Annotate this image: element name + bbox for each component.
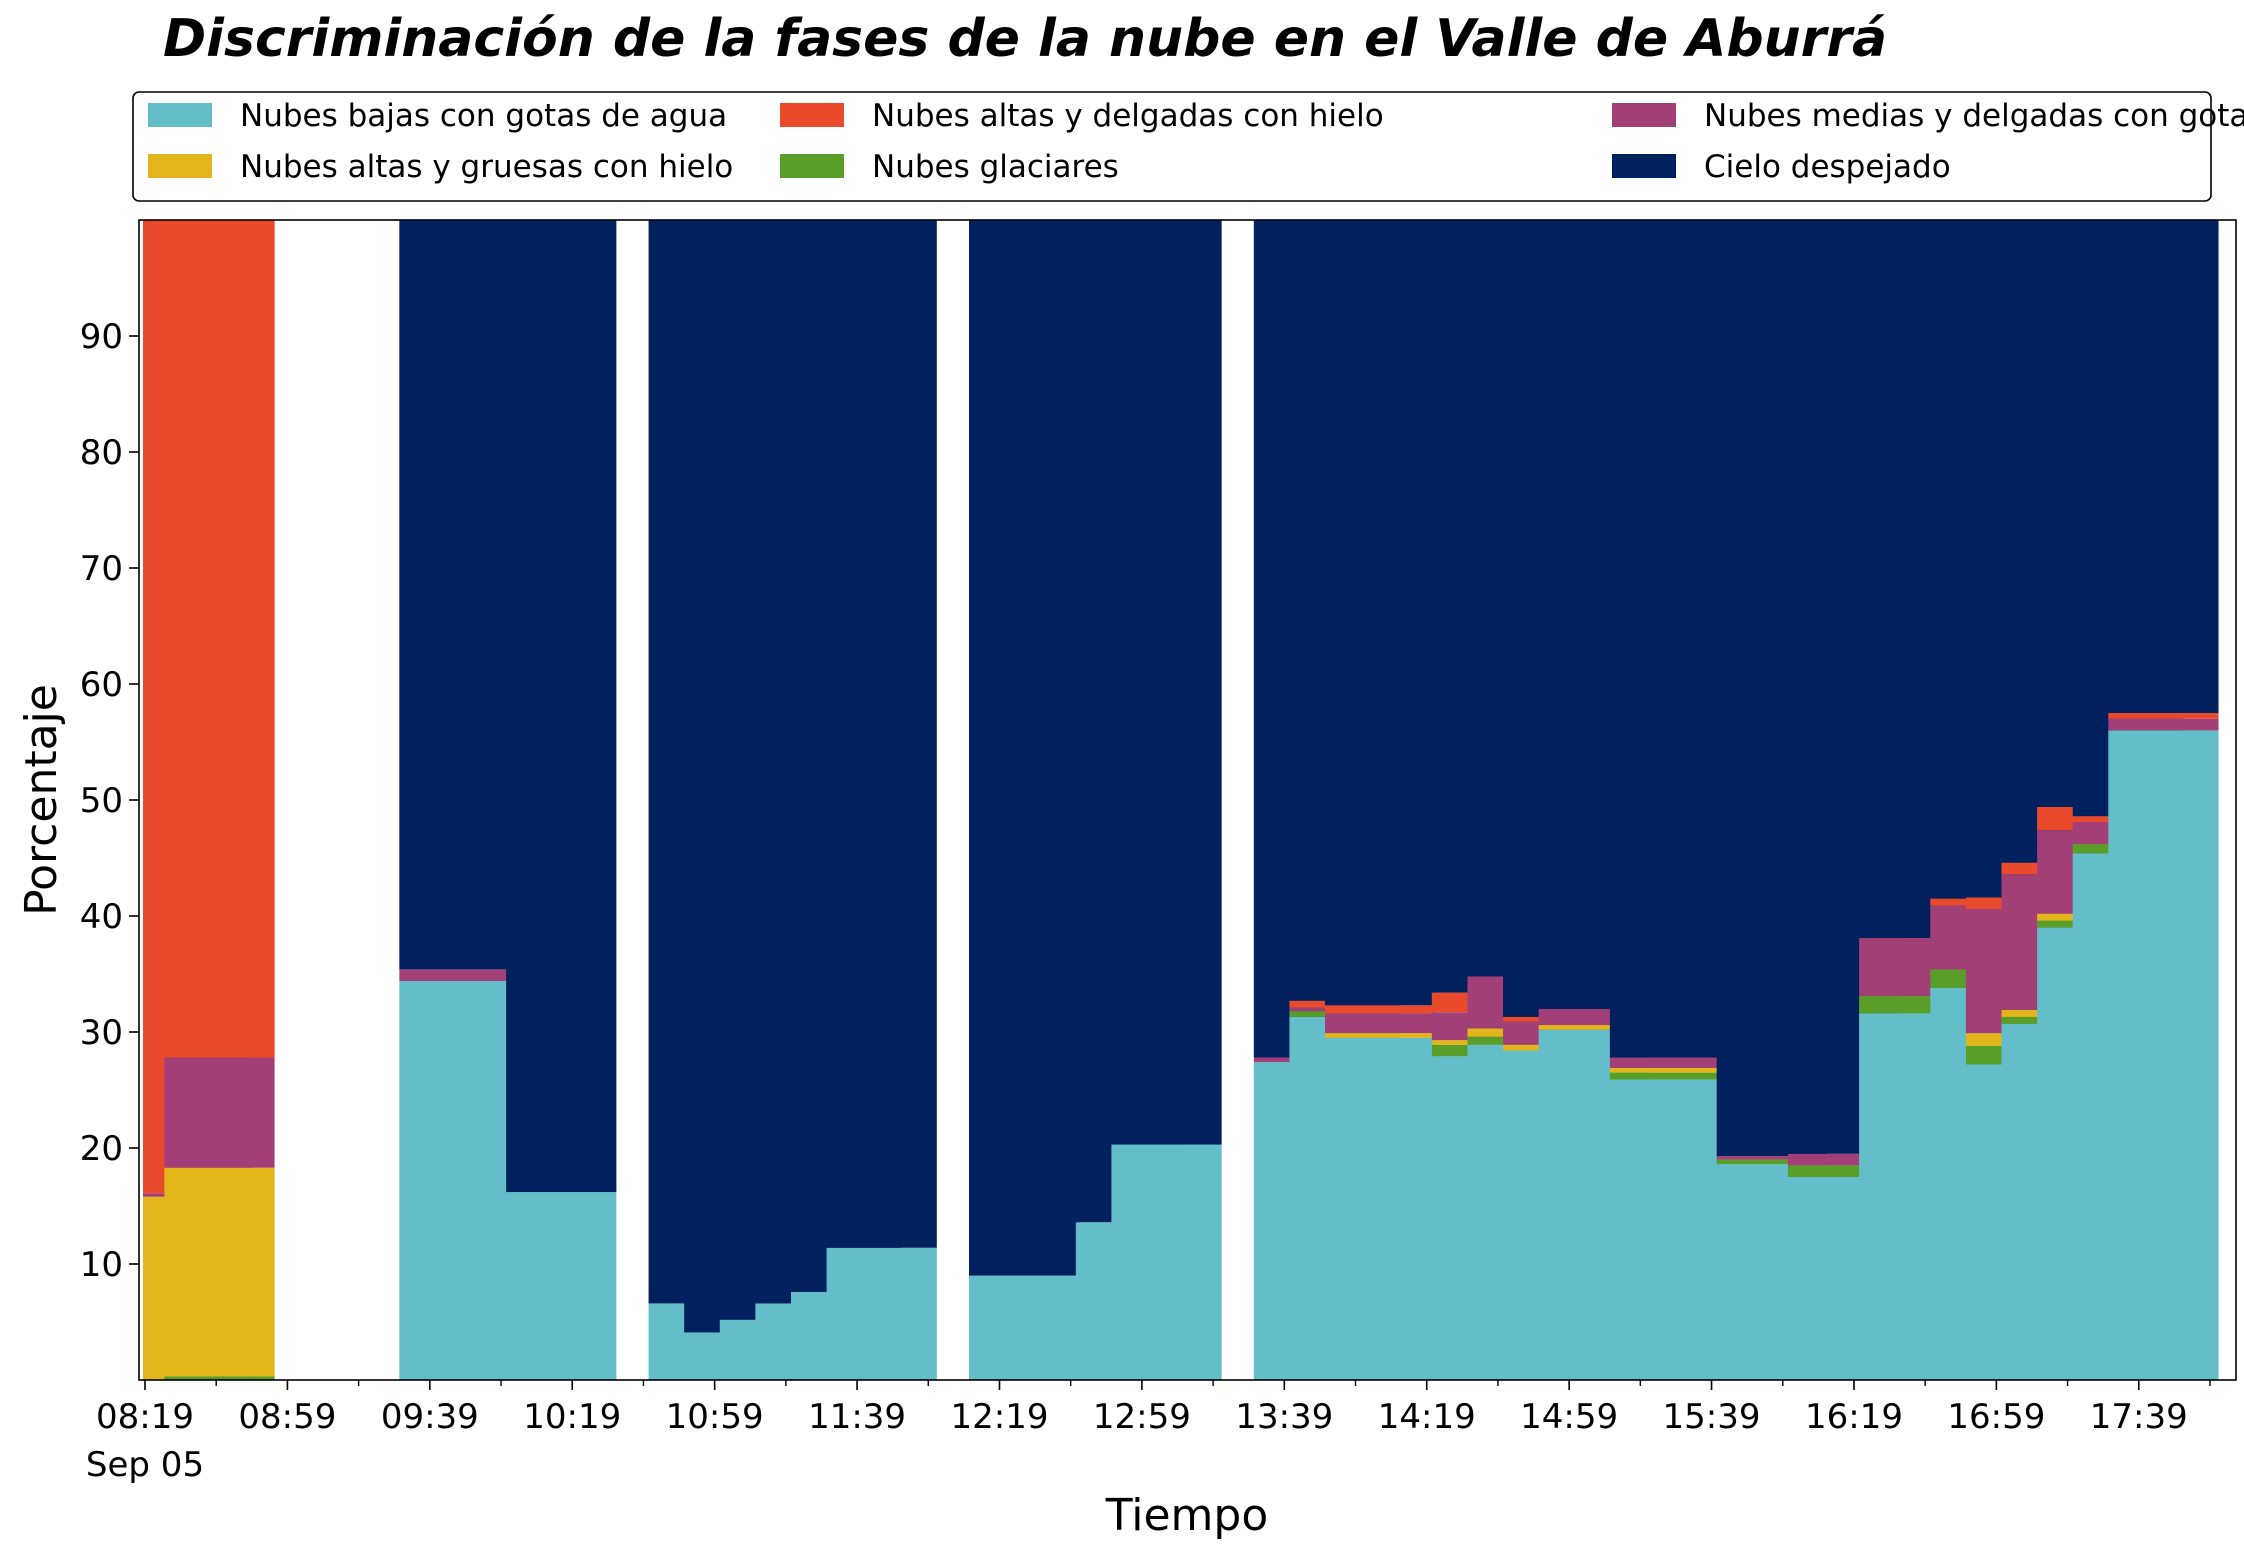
legend-label: Cielo despejado (1704, 149, 1951, 185)
bar-segment (1111, 220, 1222, 1145)
bar-segment (1609, 1079, 1721, 1380)
bar-segment (826, 220, 937, 1248)
y-axis-label: Porcentaje (16, 684, 67, 916)
bar-segment (1325, 1013, 1436, 1034)
bar-segment (826, 1247, 937, 1380)
bar-segment (506, 1192, 617, 1380)
bar-segment (1716, 1156, 1827, 1160)
bar-segment (2108, 713, 2219, 719)
bar-segment (2108, 220, 2219, 713)
bar-segment (2108, 718, 2219, 731)
y-tick-label: 40 (80, 897, 123, 937)
y-tick-label: 60 (80, 665, 123, 705)
x-tick-label: 09:39 (381, 1397, 479, 1437)
bar-segment (1325, 1005, 1436, 1014)
legend-swatch (148, 154, 212, 178)
bar-segment (1609, 1067, 1721, 1073)
legend-label: Nubes altas y gruesas con hielo (240, 149, 733, 185)
y-tick-label: 50 (80, 781, 123, 821)
x-tick-label: 10:59 (666, 1397, 764, 1437)
y-tick-label: 10 (80, 1245, 123, 1285)
bar-segment (1325, 220, 1436, 1006)
bar-segment (1111, 1144, 1222, 1380)
legend-label: Nubes glaciares (872, 149, 1119, 185)
bar-segment (399, 980, 510, 1380)
bar-segment (164, 220, 275, 1058)
x-tick-label: 17:39 (2090, 1397, 2188, 1437)
bar-segment (1325, 1033, 1436, 1038)
x-tick-label: 16:19 (1805, 1397, 1903, 1437)
legend-swatch (780, 103, 844, 127)
y-tick-label: 30 (80, 1013, 123, 1053)
legend-swatch (1612, 154, 1676, 178)
bar-segment (2108, 730, 2219, 1380)
bar-segment (399, 220, 510, 970)
bar-segment (506, 220, 617, 1193)
y-tick-label: 80 (80, 433, 123, 473)
y-tick-label: 70 (80, 549, 123, 589)
x-tick-label: 12:19 (950, 1397, 1048, 1437)
legend-label: Nubes altas y delgadas con hielo (872, 98, 1384, 134)
bar-segment (1787, 1153, 1899, 1166)
x-tick-label: 12:59 (1093, 1397, 1191, 1437)
legend-box (132, 91, 2212, 202)
bar-segment (969, 220, 1080, 1276)
bar-segment (1325, 1037, 1436, 1380)
legend-swatch (780, 154, 844, 178)
x-tick-label: 16:59 (1947, 1397, 2045, 1437)
bar-segment (164, 1057, 275, 1168)
bar-segment (399, 969, 510, 981)
bar-segment (1609, 220, 1721, 1058)
chart-title: Discriminación de la fases de la nube en… (163, 9, 1887, 69)
plot-area: 10 20 30 40 50 60 70 80 90 08:19 Sep 05 08:59 09:39… (80, 219, 2237, 1485)
x-tick-label: 10:19 (523, 1397, 621, 1437)
x-tick-label: 14:59 (1520, 1397, 1618, 1437)
y-tick-label: 90 (80, 317, 123, 357)
x-tick-label: 08:59 (238, 1397, 336, 1437)
x-axis-label: Tiempo (1105, 1490, 1269, 1541)
legend: Nubes bajas con gotas de agua Nubes altas… (132, 91, 2244, 202)
legend-swatch (1612, 103, 1676, 127)
y-tick-label: 20 (80, 1129, 123, 1169)
bar-segment (969, 1275, 1080, 1380)
legend-label: Nubes bajas con gotas de agua (240, 98, 727, 134)
x-tick-label: 13:39 (1235, 1397, 1333, 1437)
x-tick-label: 15:39 (1663, 1397, 1761, 1437)
bar-segment (1716, 1159, 1827, 1165)
x-tick-label: 14:19 (1378, 1397, 1476, 1437)
x-tick-label: 08:19 (96, 1397, 194, 1437)
bar-segment (164, 1167, 275, 1377)
bar-segment (164, 1376, 275, 1380)
x-tick-label: 11:39 (808, 1397, 906, 1437)
bar-segment (1538, 1025, 1649, 1030)
bar-segment (1787, 1165, 1899, 1177)
x-tick-sublabel: Sep 05 (86, 1445, 204, 1485)
legend-label: Nubes medias y delgadas con gotas de agu… (1704, 98, 2244, 134)
legend-swatch (148, 103, 212, 127)
bar-segment (1609, 1057, 1721, 1068)
bar-segment (1609, 1072, 1721, 1080)
